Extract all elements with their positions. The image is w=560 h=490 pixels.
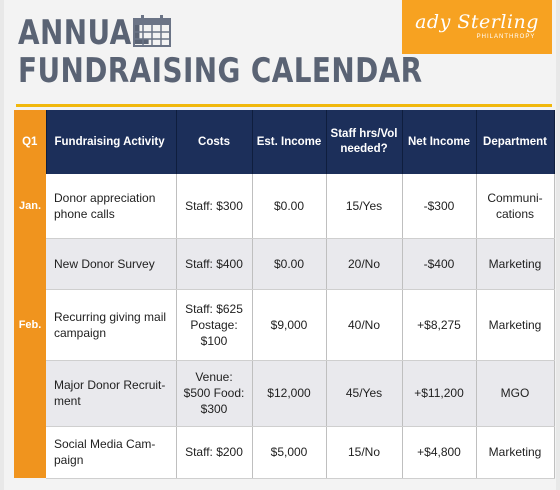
est-income-cell: $0.00: [252, 238, 327, 290]
column-header-costs: Costs: [176, 110, 253, 174]
brand-logo: ady Sterling PHILANTHROPY: [402, 0, 552, 54]
month-cell: [14, 426, 46, 478]
page-title-line1: ANNUAL: [18, 13, 150, 53]
column-header-staff: Staff hrs/Vol needed?: [326, 110, 403, 174]
activity-cell: Social Media Cam- paign: [46, 426, 177, 479]
column-header-quarter: Q1: [14, 110, 47, 174]
department-cell: Marketing: [476, 426, 555, 479]
activity-cell: Major Donor Recruit- ment: [46, 360, 177, 427]
activity-cell: New Donor Survey: [46, 238, 177, 290]
net-income-cell: +$11,200: [402, 360, 477, 427]
column-header-activity: Fundraising Activity: [46, 110, 177, 174]
accent-divider: [16, 104, 552, 107]
costs-cell: Staff: $625 Postage: $100: [176, 289, 253, 361]
costs-cell: Venue: $500 Food: $300: [176, 360, 253, 427]
department-cell: Marketing: [476, 289, 555, 361]
column-header-net-income: Net Income: [402, 110, 477, 174]
staff-cell: 20/No: [326, 238, 403, 290]
calendar-icon: [133, 15, 171, 47]
fundraising-table: Q1 Fundraising Activity Costs Est. Incom…: [14, 110, 555, 479]
costs-cell: Staff: $200: [176, 426, 253, 479]
est-income-cell: $9,000: [252, 289, 327, 361]
table-row: New Donor Survey Staff: $400 $0.00 20/No…: [14, 238, 555, 290]
net-income-cell: -$400: [402, 238, 477, 290]
table-row: Jan. Donor appreciation phone calls Staf…: [14, 174, 555, 239]
costs-cell: Staff: $300: [176, 174, 253, 239]
month-cell: [14, 360, 46, 426]
est-income-cell: $5,000: [252, 426, 327, 479]
est-income-cell: $12,000: [252, 360, 327, 427]
table-header-row: Q1 Fundraising Activity Costs Est. Incom…: [14, 110, 555, 174]
costs-cell: Staff: $400: [176, 238, 253, 290]
est-income-cell: $0.00: [252, 174, 327, 239]
net-income-cell: -$300: [402, 174, 477, 239]
column-header-est-income: Est. Income: [252, 110, 327, 174]
activity-cell: Recurring giving mail campaign: [46, 289, 177, 361]
page-title-line2: FUNDRAISING CALENDAR: [18, 51, 423, 91]
staff-cell: 45/Yes: [326, 360, 403, 427]
staff-cell: 40/No: [326, 289, 403, 361]
net-income-cell: +$4,800: [402, 426, 477, 479]
department-cell: Communi- cations: [476, 174, 555, 239]
table-row: Feb. Recurring giving mail campaign Staf…: [14, 289, 555, 361]
staff-cell: 15/No: [326, 426, 403, 479]
logo-script: ady Sterling: [415, 11, 539, 33]
department-cell: MGO: [476, 360, 555, 427]
department-cell: Marketing: [476, 238, 555, 290]
month-cell: [14, 238, 46, 289]
table-row: Major Donor Recruit- ment Venue: $500 Fo…: [14, 360, 555, 427]
month-cell: Feb.: [14, 289, 46, 360]
column-header-department: Department: [476, 110, 555, 174]
activity-cell: Donor appreciation phone calls: [46, 174, 177, 239]
staff-cell: 15/Yes: [326, 174, 403, 239]
month-cell: Jan.: [14, 174, 46, 238]
infographic-page: ANNUAL FUNDRAISING CALENDAR ady Sterling…: [4, 0, 556, 490]
table-row: Social Media Cam- paign Staff: $200 $5,0…: [14, 426, 555, 479]
logo-tagline: PHILANTHROPY: [476, 34, 536, 40]
net-income-cell: +$8,275: [402, 289, 477, 361]
